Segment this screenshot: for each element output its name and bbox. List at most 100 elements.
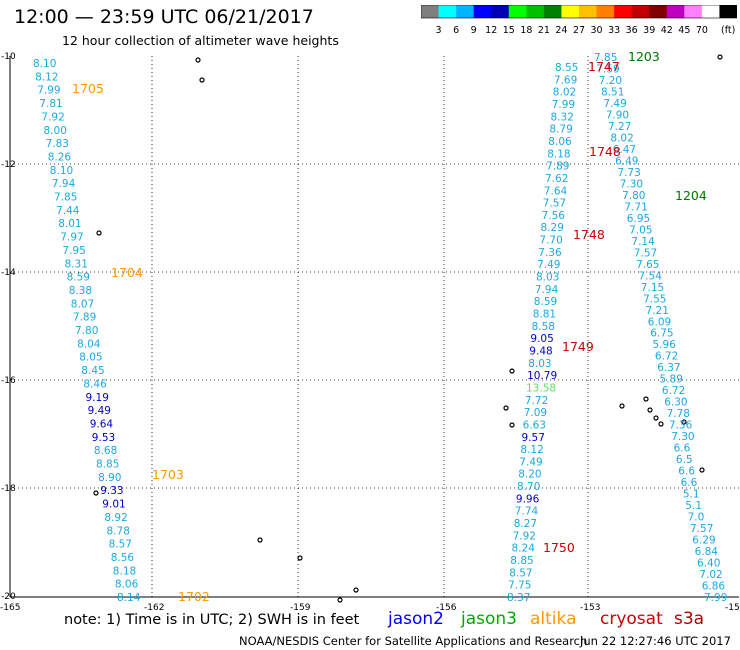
wave-height-value: 10.79 [527,370,557,382]
island-outline [297,555,303,561]
colorbar-label: 24 [555,25,567,36]
legend-s3a: s3a [674,609,705,629]
wave-height-value: 7.71 [624,201,647,213]
wave-height-value: 6.72 [655,351,678,363]
wave-height-value: 7.05 [629,224,652,236]
island-outline [195,57,201,63]
footer-timestamp: Jun 22 12:27:46 UTC 2017 [580,634,731,648]
colorbar-swatch [684,5,703,18]
lon-tick-label: -159 [290,603,311,613]
wave-height-value: 8.92 [104,512,127,524]
wave-height-value: 8.31 [65,258,88,270]
wave-height-value: 8.29 [541,222,564,234]
colorbar-swatch [526,5,545,18]
wave-height-value: 7.74 [515,506,539,518]
wave-height-value: 7.64 [544,185,568,197]
wave-height-value: 8.01 [58,218,81,230]
lat-tick-label: -10 [1,52,16,62]
colorbar-label: 33 [608,25,620,36]
wave-height-value: 8.03 [536,272,559,284]
colorbar-label: 9 [471,25,477,36]
wave-height-value: 8.45 [81,365,104,377]
wave-height-value: 8.20 [518,469,541,481]
legend-note: note: 1) Time is in UTC; 2) SWH is in fe… [64,612,360,628]
colorbar-swatch [456,5,474,18]
colorbar-label: 3 [436,25,442,36]
wave-height-value: 8.27 [514,518,537,530]
colorbar-swatch [421,5,439,18]
wave-height-value: 8.81 [533,309,556,321]
colorbar-swatch [614,5,632,18]
pass-time-label: 1704 [111,265,143,280]
island-outline [681,419,687,425]
wave-height-value: 8.51 [601,87,624,99]
wave-height-value: 7.02 [699,569,722,581]
pass-time-label: 1703 [152,467,184,482]
wave-height-value: 7.73 [617,167,640,179]
wave-height-value: 7.85 [54,192,77,204]
island-outline [643,396,649,402]
wave-height-value: 6.84 [695,546,719,558]
wave-height-value: 7.49 [537,259,560,271]
wave-height-value: 8.18 [113,565,136,577]
wave-height-value: 9.05 [530,333,553,345]
wave-height-value: 5.1 [685,500,702,512]
wave-height-value: 8.32 [551,111,574,123]
page-title: 12:00 — 23:59 UTC 06/21/2017 [14,6,314,28]
colorbar-swatch [491,5,510,18]
pass-time-label: 1203 [628,49,660,64]
colorbar-swatch [543,5,562,18]
colorbar-label: 6 [453,25,459,36]
pass-time-label: 1705 [72,81,104,96]
colorbar: 3 6 9 12 15 18 21 24 27 30 33 36 39 42 45 70 (ft) [421,5,737,36]
wave-height-value: 8.38 [69,285,92,297]
pass-time-labels: 1705 1704 1703 1702 1747 1748 1748 1749 1750 1203… [72,49,707,604]
wave-height-value: 7.92 [41,111,64,123]
island-outline [257,537,263,543]
colorbar-label: 45 [678,25,690,36]
lon-tick-label: -156 [436,603,457,613]
wave-height-value: 7.80 [622,190,645,202]
colorbar-swatches [421,5,737,19]
wave-height-value: 6.63 [523,419,546,431]
legend-jason3: jason3 [461,609,517,629]
wave-height-value: 6.49 [615,155,638,167]
wave-height-value: 6.75 [650,328,673,340]
colorbar-swatch [508,5,527,18]
wave-height-value: 7.99 [37,85,60,97]
wave-height-value: 6.47 [613,144,636,156]
lon-tick-label: -15 [725,603,740,613]
island-outline [653,415,659,421]
wave-height-value: 8.70 [517,481,540,493]
wave-height-value: 7.21 [646,305,669,317]
colorbar-swatch [666,5,685,18]
wave-height-value: 7.15 [641,282,664,294]
island-outline [619,403,625,409]
colorbar-label: 70 [696,25,708,36]
wave-height-value: 9.64 [90,419,114,431]
pass-time-label: 1747 [588,59,620,74]
wave-height-value: 6.37 [657,362,680,374]
island-outline [93,490,99,496]
wave-height-value: 7.59 [596,64,619,76]
wave-height-value: 6.86 [702,581,726,593]
colorbar-swatch [701,5,720,18]
island-outline [337,597,343,603]
lon-tick-label: -153 [580,603,600,613]
wave-height-value: 8.12 [520,444,543,456]
island-outline [509,422,515,428]
wave-height-value: 7.30 [620,178,643,190]
colorbar-swatch [649,5,668,18]
wave-height-value: 7.75 [508,580,531,592]
wave-height-value: 8.78 [107,525,130,537]
pass-time-label: 1204 [675,188,707,203]
wave-height-value: 8.59 [67,272,90,284]
wave-height-value: 8.10 [50,165,73,177]
colorbar-label: 42 [661,25,673,36]
wave-height-value: 7.0 [688,512,705,524]
island-outline [647,407,653,413]
wave-height-value: 9.48 [529,346,552,358]
footer-credit: NOAA/NESDIS Center for Satellite Applica… [239,634,588,648]
colorbar-swatch [473,5,492,18]
wave-height-value: 6.09 [648,316,671,328]
